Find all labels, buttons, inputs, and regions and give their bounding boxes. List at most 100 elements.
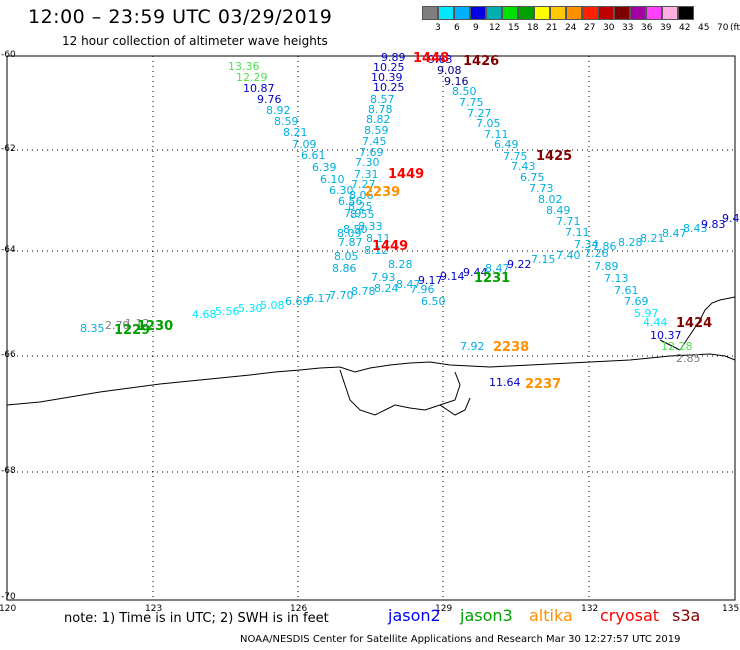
wave-height-label: 10.25: [373, 61, 405, 74]
legend-label: 33: [622, 23, 634, 33]
legend-swatch: [646, 6, 662, 20]
wave-height-label: 10.25: [373, 81, 405, 94]
wave-height-label: 12.28: [661, 340, 693, 353]
wave-height-label: 9.83: [701, 218, 726, 231]
wave-height-label: 8.59: [364, 124, 389, 137]
pass-time-label: 1425: [536, 149, 572, 164]
wave-height-label: 2.70: [105, 319, 130, 332]
wave-height-label: 7.61: [614, 284, 639, 297]
wave-height-label: 8.24: [374, 282, 399, 295]
legend-swatch: [614, 6, 630, 20]
legend-swatch: [438, 6, 454, 20]
wave-height-label: 4.68: [192, 308, 217, 321]
wave-height-label: 6.49: [494, 138, 519, 151]
satellite-s3a: s3a: [672, 606, 701, 625]
wave-height-label: 8.25: [348, 200, 373, 213]
wave-height-label: 8.02: [538, 193, 563, 206]
map-frame: [6, 55, 736, 601]
wave-height-label: 7.13: [604, 272, 629, 285]
wave-height-label: 8.92: [266, 104, 291, 117]
legend-swatch: [454, 6, 470, 20]
wave-height-label: 7.89: [594, 260, 619, 273]
legend-swatch: [678, 6, 694, 20]
wave-height-label: 11.64: [489, 376, 521, 389]
legend-label: 42: [679, 23, 691, 33]
wave-height-label: 7.27: [467, 107, 492, 120]
wave-height-label: 8.47: [662, 227, 687, 240]
wave-height-label: 7.92: [460, 340, 485, 353]
wave-height-label: 6.30: [329, 184, 354, 197]
wave-height-label: 12.29: [236, 71, 268, 84]
coastline: [6, 296, 736, 416]
wave-height-label: 6.17: [307, 292, 332, 305]
wave-height-label: 6.50: [421, 295, 446, 308]
wave-height-label: 9.08: [437, 64, 462, 77]
wave-height-label: 7.05: [476, 117, 501, 130]
wave-height-label: 8.09: [337, 227, 362, 240]
wave-height-label: 7.09: [292, 138, 317, 151]
legend-label: 27: [584, 23, 596, 33]
wave-height-label: 6.69: [285, 295, 310, 308]
wave-height-label: 7.15: [531, 253, 556, 266]
wave-height-label: 8.55: [350, 208, 375, 221]
pass-time-label: 1231: [474, 271, 510, 286]
wave-height-label: 9.17: [418, 274, 443, 287]
satellite-jason2: jason2: [388, 606, 441, 625]
legend-label: 70: [717, 23, 729, 33]
wave-height-label: 4.44: [643, 316, 668, 329]
legend-label: 9: [473, 23, 479, 33]
legend-label: 45: [698, 23, 710, 33]
legend-swatch: [598, 6, 614, 20]
wave-height-label: 9.63: [428, 53, 453, 66]
legend-label: 18: [527, 23, 539, 33]
wave-height-label: 7.75: [459, 96, 484, 109]
wave-height-label: 8.12: [364, 244, 389, 257]
wave-height-label: 10.39: [371, 71, 403, 84]
legend-swatch: [630, 6, 646, 20]
legend-swatch: [422, 6, 438, 20]
legend-swatch: [502, 6, 518, 20]
wave-height-label: 6.56: [338, 195, 363, 208]
wave-height-label: 9.89: [381, 51, 406, 64]
wave-height-label: 7.73: [529, 182, 554, 195]
wave-height-label: 7.45: [362, 135, 387, 148]
wave-height-label: 8.47: [485, 262, 510, 275]
wave-height-label: 6.75: [520, 171, 545, 184]
lat-label: -60: [1, 50, 16, 60]
wave-height-label: 7.30: [355, 156, 380, 169]
wave-height-label: 9.49: [722, 212, 740, 225]
wave-height-label: 6.10: [320, 173, 345, 186]
wave-height-label: 7.31: [354, 168, 379, 181]
wave-height-label: 7.96: [410, 283, 435, 296]
legend-label: 6: [454, 23, 460, 33]
wave-height-label: 9.14: [440, 270, 465, 283]
legend-label: 30: [603, 23, 615, 33]
pass-time-label: 2239: [364, 185, 400, 200]
lon-label: 120: [0, 604, 17, 614]
pass-time-label: 1424: [676, 316, 712, 331]
wave-height-label: 7.9: [344, 207, 362, 220]
wave-height-label: 7.27: [351, 178, 376, 191]
wave-height-label: 8.78: [351, 285, 376, 298]
wave-height-label: 8.33: [358, 220, 383, 233]
wave-height-label: 7.26: [584, 247, 609, 260]
footer-credit: NOAA/NESDIS Center for Satellite Applica…: [240, 634, 681, 645]
lon-label: 129: [435, 604, 453, 614]
wave-height-label: 8.82: [366, 113, 391, 126]
wave-height-label: 8.21: [640, 232, 665, 245]
legend-label: 3: [435, 23, 441, 33]
wave-height-label: 9.76: [257, 93, 282, 106]
wave-height-label: 1.12: [125, 317, 150, 330]
legend-swatch: [582, 6, 598, 20]
wave-height-label: 9.22: [507, 258, 532, 271]
legend-label: 24: [565, 23, 577, 33]
footer-note: note: 1) Time is in UTC; 2) SWH is in fe…: [64, 611, 329, 626]
legend-swatch: [486, 6, 502, 20]
lon-label: 135: [722, 604, 740, 614]
lat-label: -68: [1, 466, 16, 476]
lat-label: -62: [1, 144, 16, 154]
chart-subtitle: 12 hour collection of altimeter wave hei…: [62, 34, 328, 48]
pass-time-label: 1230: [137, 319, 173, 334]
pass-time-label: 1449: [388, 167, 424, 182]
legend-swatch: [518, 6, 534, 20]
